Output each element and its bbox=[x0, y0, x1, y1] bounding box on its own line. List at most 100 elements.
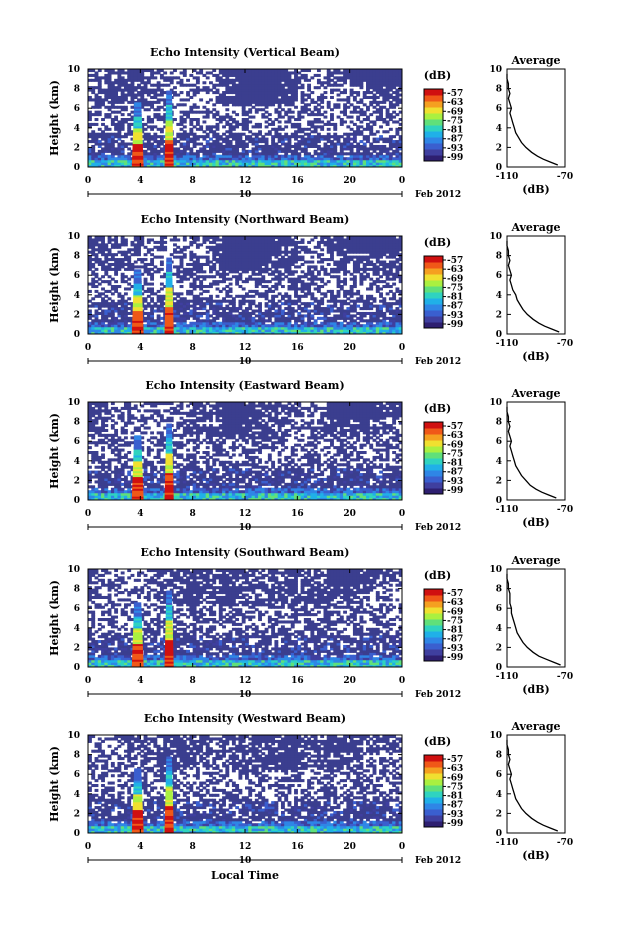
storm-cell-1 bbox=[165, 787, 173, 791]
storm-cell-1 bbox=[165, 774, 173, 777]
storm-cell-1 bbox=[165, 290, 173, 294]
x-tick-label: 16 bbox=[291, 842, 304, 852]
storm-cell-1 bbox=[164, 149, 174, 152]
storm-cell-0 bbox=[133, 292, 143, 296]
storm-cell-1 bbox=[166, 762, 173, 765]
storm-cell-1 bbox=[165, 807, 174, 811]
storm-cell-1 bbox=[165, 312, 174, 315]
storm-cell-1 bbox=[165, 778, 173, 781]
y-axis-label: Height (km) bbox=[48, 80, 61, 156]
storm-cell-1 bbox=[164, 494, 174, 497]
average-y-tick-label: 4 bbox=[496, 624, 502, 634]
storm-cell-1 bbox=[165, 451, 173, 454]
storm-cell-1 bbox=[164, 151, 174, 154]
storm-cell-1 bbox=[166, 257, 172, 261]
colorbar-tick-label: -57 bbox=[447, 589, 463, 599]
storm-cell-1 bbox=[165, 629, 173, 633]
storm-cell-0 bbox=[132, 310, 143, 314]
storm-cell-1 bbox=[164, 318, 174, 321]
storm-cell-1 bbox=[165, 770, 173, 773]
storm-cell-0 bbox=[132, 308, 143, 312]
average-y-tick-label: 10 bbox=[489, 65, 502, 75]
average-y-tick-label: 0 bbox=[496, 330, 502, 340]
storm-cell-0 bbox=[133, 452, 142, 456]
storm-cell-1 bbox=[165, 639, 174, 643]
colorbar-swatch bbox=[424, 755, 443, 762]
y-tick-label: 6 bbox=[74, 437, 80, 447]
storm-cell-1 bbox=[166, 435, 173, 438]
y-tick-label: 10 bbox=[67, 232, 80, 242]
storm-cell-1 bbox=[165, 125, 173, 129]
y-tick-label: 4 bbox=[74, 790, 80, 800]
storm-cell-0 bbox=[133, 462, 143, 466]
storm-cell-1 bbox=[164, 649, 174, 652]
storm-cell-0 bbox=[132, 480, 143, 483]
storm-cell-0 bbox=[132, 647, 143, 650]
colorbar-tick-label: -69 bbox=[447, 440, 463, 450]
average-profile-line bbox=[506, 240, 560, 333]
storm-cell-1 bbox=[165, 141, 174, 145]
heatmap-area bbox=[88, 402, 402, 500]
storm-cell-1 bbox=[165, 618, 173, 621]
colorbar-swatch bbox=[424, 101, 443, 108]
colorbar-swatch bbox=[424, 631, 443, 638]
storm-cell-0 bbox=[132, 821, 144, 824]
storm-cell-1 bbox=[166, 433, 173, 436]
storm-cell-1 bbox=[166, 100, 173, 103]
storm-cell-1 bbox=[165, 466, 173, 470]
average-x-label: (dB) bbox=[522, 849, 549, 862]
y-tick-label: 8 bbox=[74, 252, 80, 262]
storm-cell-1 bbox=[166, 758, 172, 762]
colorbar-swatch bbox=[424, 809, 443, 816]
storm-cell-1 bbox=[166, 760, 173, 764]
x-tick-label: 0 bbox=[399, 509, 405, 519]
average-x-tick-label: -110 bbox=[496, 672, 519, 682]
storm-cell-1 bbox=[164, 484, 174, 487]
colorbar-tick-label: -63 bbox=[447, 98, 463, 108]
storm-cell-0 bbox=[132, 143, 143, 147]
storm-cell-1 bbox=[166, 261, 173, 265]
storm-cell-1 bbox=[165, 275, 173, 278]
colorbar-swatch bbox=[424, 619, 443, 626]
storm-cell-0 bbox=[134, 102, 142, 105]
storm-cell-1 bbox=[164, 663, 174, 666]
storm-cell-0 bbox=[134, 606, 142, 609]
storm-cell-0 bbox=[132, 807, 143, 811]
storm-cell-1 bbox=[165, 443, 173, 446]
storm-cell-1 bbox=[164, 655, 174, 658]
storm-cell-1 bbox=[164, 157, 174, 160]
colorbar-tick-label: -81 bbox=[447, 792, 463, 802]
colorbar-tick-label: -69 bbox=[447, 773, 463, 783]
colorbar-tick-label: -99 bbox=[447, 653, 463, 663]
storm-cell-1 bbox=[165, 133, 173, 137]
storm-cell-1 bbox=[165, 114, 173, 117]
storm-cell-1 bbox=[165, 127, 173, 131]
storm-cell-1 bbox=[166, 265, 173, 268]
storm-cell-0 bbox=[132, 488, 144, 491]
storm-cell-1 bbox=[164, 665, 174, 667]
colorbar-tick-label: -87 bbox=[447, 468, 463, 478]
x-tick-label: 0 bbox=[85, 842, 91, 852]
storm-cell-1 bbox=[166, 98, 173, 101]
y-tick-label: 10 bbox=[67, 398, 80, 408]
colorbar-swatch bbox=[424, 607, 443, 614]
x-tick-label: 4 bbox=[137, 676, 143, 686]
storm-cell-0 bbox=[133, 787, 143, 791]
storm-cell-0 bbox=[131, 496, 144, 499]
storm-cell-1 bbox=[165, 633, 173, 637]
colorbar-tick-label: -75 bbox=[447, 616, 463, 626]
average-x-label: (dB) bbox=[522, 183, 549, 196]
y-tick-label: 0 bbox=[74, 663, 80, 673]
storm-cell-1 bbox=[164, 328, 174, 331]
storm-cell-0 bbox=[132, 157, 144, 160]
storm-cell-0 bbox=[134, 437, 142, 440]
colorbar-tick-label: -69 bbox=[447, 274, 463, 284]
average-y-tick-label: 8 bbox=[496, 751, 502, 761]
colorbar-unit: (dB) bbox=[424, 236, 451, 249]
average-x-tick-label: -70 bbox=[557, 672, 573, 682]
average-x-label: (dB) bbox=[522, 350, 549, 363]
colorbar-tick-label: -63 bbox=[447, 265, 463, 275]
storm-cell-1 bbox=[165, 298, 173, 302]
panel-2 bbox=[87, 401, 566, 530]
storm-cell-0 bbox=[132, 651, 144, 654]
